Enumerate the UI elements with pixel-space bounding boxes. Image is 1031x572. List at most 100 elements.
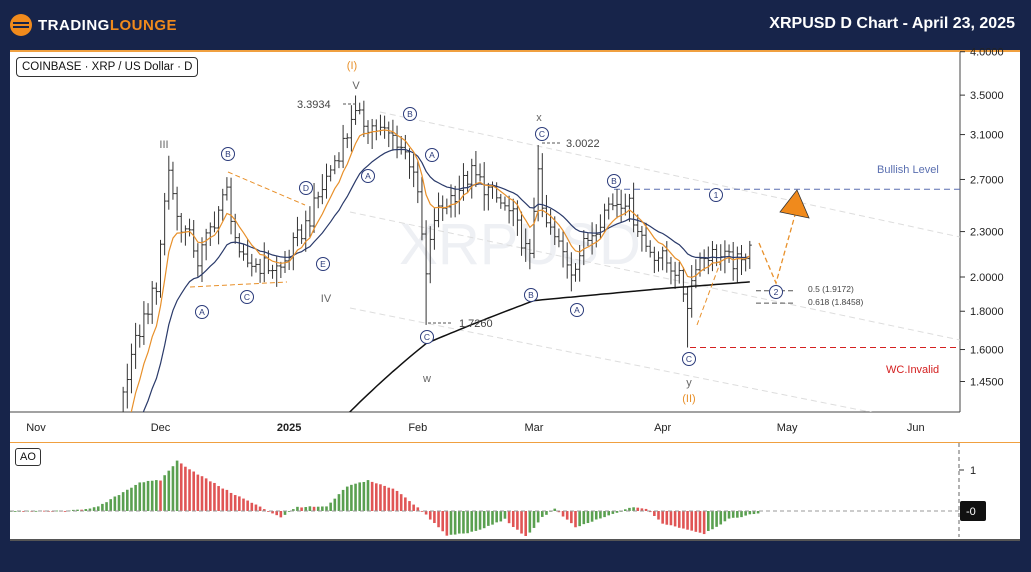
ao-bar <box>561 511 565 517</box>
ao-bar <box>412 504 415 511</box>
wave-circle-icon <box>425 148 439 162</box>
ao-bar <box>350 484 353 511</box>
ao-bar <box>715 511 718 527</box>
ao-bar <box>748 511 752 515</box>
ao-bar <box>84 509 88 511</box>
bullish-level-label: Bullish Level <box>877 164 939 176</box>
circled-wave-label: 1 <box>714 190 719 200</box>
circled-wave-label: A <box>365 171 371 181</box>
ao-bar <box>528 511 532 533</box>
price-panel[interactable] <box>10 50 1020 442</box>
wave-trendline <box>189 281 288 288</box>
ao-bar <box>63 511 67 512</box>
ao-bar <box>545 511 548 515</box>
ao-bar <box>644 508 648 511</box>
ao-bar <box>246 500 249 511</box>
ao-bar <box>532 511 536 528</box>
wave-label: V <box>352 80 360 92</box>
logo-icon <box>10 14 32 36</box>
wave-label: w <box>422 373 431 385</box>
ao-bar <box>478 511 482 530</box>
ao-bar <box>520 511 523 534</box>
ao-bar <box>55 510 59 512</box>
logo-text: TRADINGLOUNGE <box>38 17 177 34</box>
header: TRADINGLOUNGE XRPUSD D Chart - April 23,… <box>0 0 1031 50</box>
ao-legend[interactable]: AO <box>15 448 41 466</box>
ao-bar <box>586 511 590 524</box>
ma-long-line <box>348 281 750 412</box>
ao-histogram <box>10 460 760 536</box>
ao-bar <box>304 507 308 511</box>
logo-part2: LOUNGE <box>109 16 177 34</box>
ao-bar <box>740 511 743 518</box>
ao-bar <box>736 511 739 518</box>
chart-title: XRPUSD D Chart - April 23, 2025 <box>769 15 1015 32</box>
ao-bar <box>557 511 561 513</box>
price-tick-label: 2.3000 <box>970 227 1004 239</box>
ao-bar <box>582 511 586 525</box>
ao-bar <box>628 507 631 511</box>
ao-bar <box>300 507 303 511</box>
ao-bar <box>121 492 125 511</box>
ao-bar <box>404 497 407 511</box>
ao-bar <box>292 509 295 511</box>
ao-bar <box>503 511 507 519</box>
ao-bar <box>482 511 486 529</box>
ao-bar <box>466 511 469 534</box>
ao-bar <box>487 511 490 526</box>
circled-wave-label: C <box>424 332 430 342</box>
ao-bar <box>491 511 494 525</box>
ao-bar <box>599 511 602 519</box>
fib-label: 0.5 (1.9172) <box>808 284 854 294</box>
wave-circle-icon <box>607 174 621 188</box>
channel-line-middle <box>349 211 960 341</box>
ao-bar <box>250 502 254 511</box>
ao-bar <box>366 480 370 511</box>
ao-bar <box>565 511 569 520</box>
ema-slow-line <box>142 148 750 412</box>
ao-bar <box>570 511 573 524</box>
circled-wave-label: A <box>574 305 580 315</box>
ao-bar <box>96 506 100 511</box>
price-axis[interactable]: 4.0000 3.5000 3.1000 2.7000 2.3000 2.0000 1.80… <box>960 47 1004 389</box>
ao-bar <box>590 511 594 522</box>
ao-bar <box>333 498 337 511</box>
wave-trendline <box>227 171 306 206</box>
ao-bar <box>175 460 179 511</box>
ao-bar <box>445 511 449 536</box>
price-tick-label: 1.6000 <box>970 345 1004 357</box>
wave-circle-icon <box>403 107 417 121</box>
ao-bar <box>437 511 440 528</box>
ao-bar <box>192 471 195 511</box>
circled-wave-label: B <box>407 109 413 119</box>
wave-circle-icon <box>535 127 549 141</box>
ao-bar <box>171 466 175 511</box>
ao-bar <box>495 511 498 523</box>
circled-wave-label: B <box>611 176 617 186</box>
circled-wave-label: A <box>199 307 205 317</box>
wave-circle-icon <box>299 181 313 195</box>
symbol-legend[interactable]: COINBASE · XRP / US Dollar · D <box>16 57 199 77</box>
ao-bar <box>316 506 320 511</box>
price-tick-label: 1.4500 <box>970 377 1004 389</box>
ao-bar <box>150 480 154 511</box>
circled-wave-label: C <box>244 292 250 302</box>
logo-part1: TRADING <box>38 16 110 34</box>
ao-bar <box>574 511 577 528</box>
price-tick-label: 2.7000 <box>970 174 1004 186</box>
ao-bar <box>138 482 142 511</box>
ao-bar <box>499 511 503 522</box>
ao-bar <box>686 511 689 530</box>
ao-bar <box>13 511 17 512</box>
ao-bar <box>283 511 287 515</box>
time-axis[interactable]: Nov Dec 2025 Feb Mar Apr May Jun <box>26 422 924 434</box>
time-tick-label: Feb <box>408 422 427 434</box>
wave-circle-icon <box>769 285 783 299</box>
ao-bar <box>179 463 183 511</box>
ao-bar <box>217 486 220 511</box>
ao-bar <box>43 510 46 512</box>
wave-label: y <box>686 377 692 389</box>
price-tick-label: 3.5000 <box>970 90 1004 102</box>
wave-circle-icon <box>240 290 254 304</box>
